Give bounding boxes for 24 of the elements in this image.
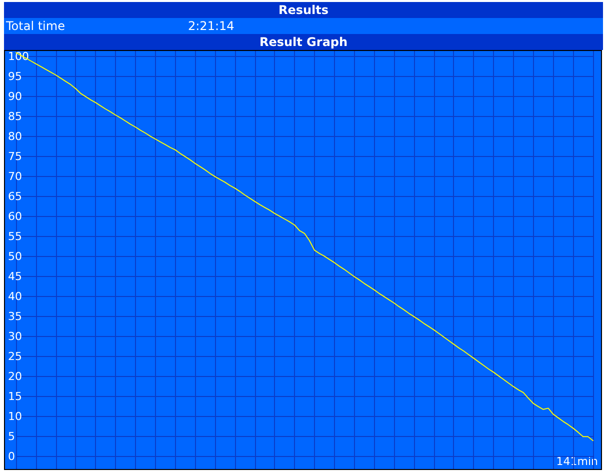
y-tick-label: 65 <box>8 190 22 204</box>
y-tick-label: 60 <box>8 210 22 224</box>
y-tick-label: 75 <box>8 150 22 164</box>
y-tick-label: 30 <box>8 330 22 344</box>
y-tick-label: 85 <box>8 110 22 124</box>
y-tick-label: 95 <box>8 70 22 84</box>
y-tick-label: 5 <box>8 430 15 444</box>
y-tick-label: 80 <box>8 130 22 144</box>
y-tick-label: 20 <box>8 370 22 384</box>
y-tick-label: 50 <box>8 250 22 264</box>
y-tick-label: 55 <box>8 230 22 244</box>
y-tick-label: 10 <box>8 410 22 424</box>
y-tick-label: 40 <box>8 290 22 304</box>
y-tick-label: 90 <box>8 90 22 104</box>
chart-title: Results <box>278 3 329 17</box>
y-tick-label: 15 <box>8 390 22 404</box>
text: 2:21:14 <box>188 18 234 34</box>
y-tick-label: 0 <box>8 450 15 464</box>
chart-subtitle: Result Graph <box>259 35 348 49</box>
y-tick-label: 25 <box>8 350 22 364</box>
y-tick-label: 70 <box>8 170 22 184</box>
y-tick-label: 45 <box>8 270 22 284</box>
y-tick-label: 35 <box>8 310 22 324</box>
text: Total time <box>6 18 65 34</box>
